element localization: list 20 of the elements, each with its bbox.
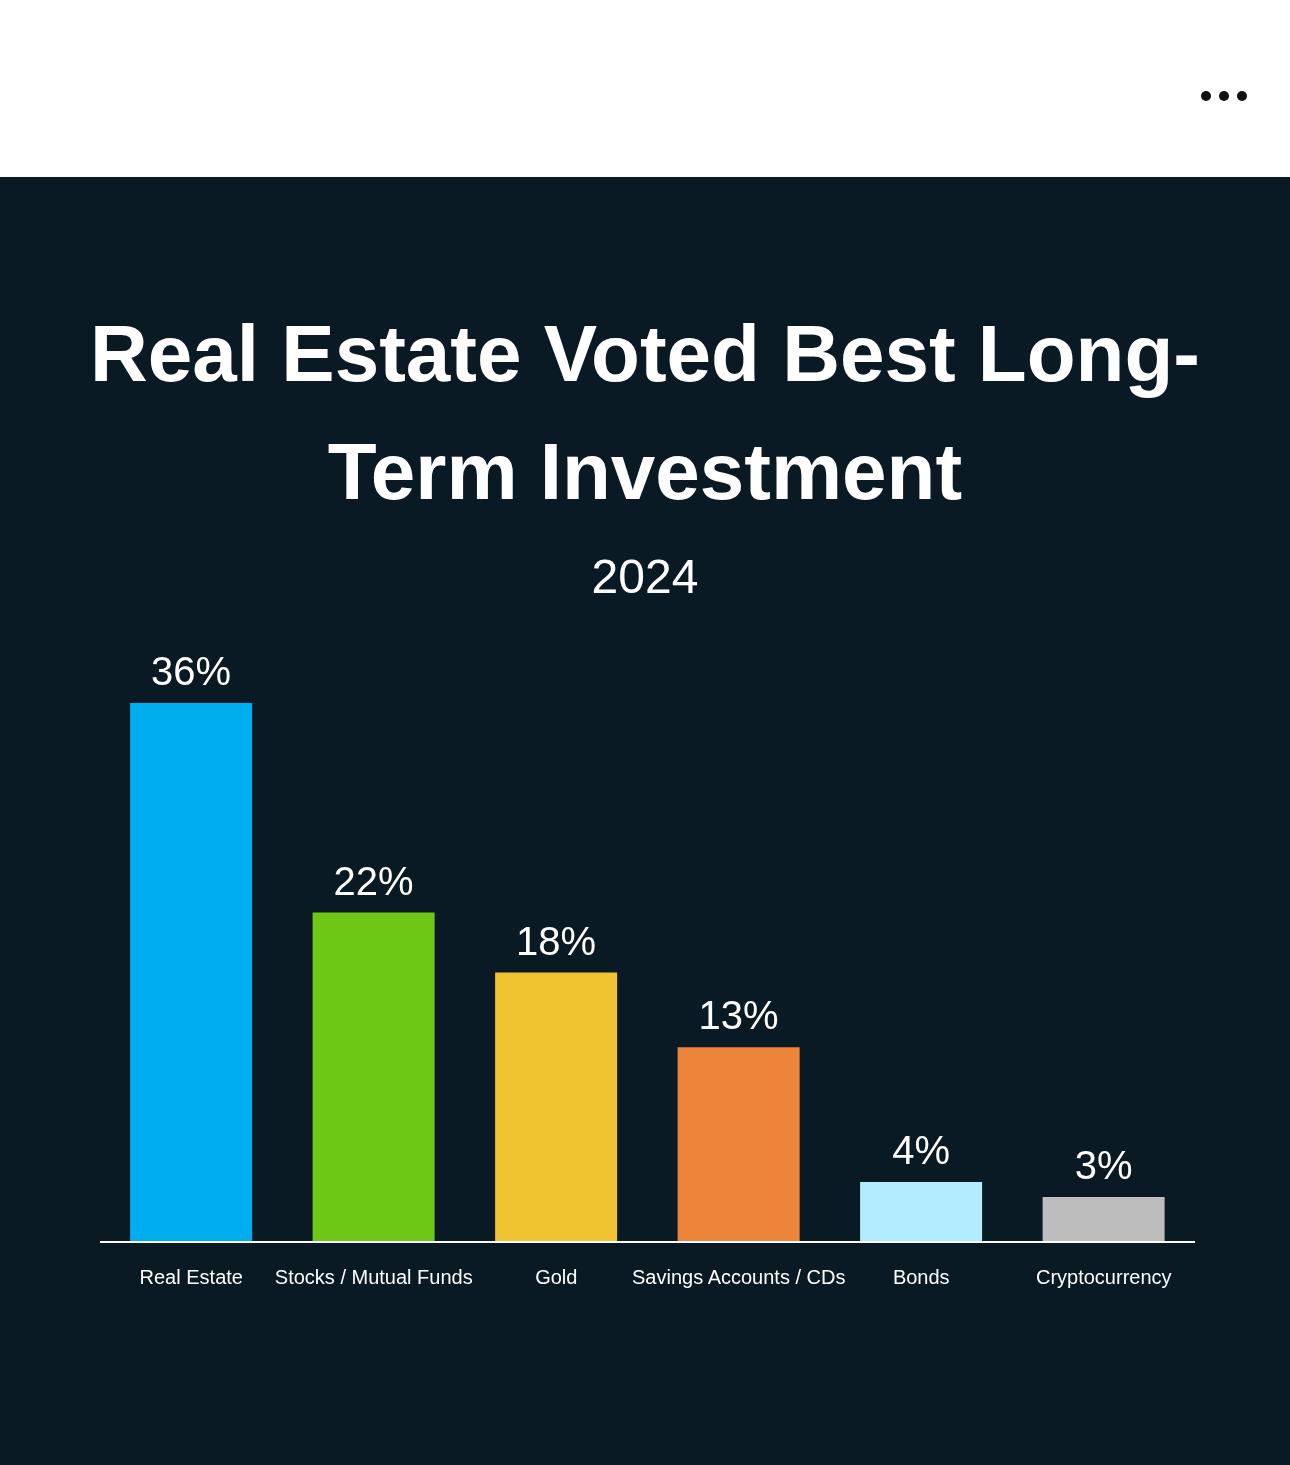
data-label: 18%: [516, 918, 597, 963]
bar: [1042, 1197, 1165, 1242]
bar: [495, 972, 618, 1242]
x-tick-label: Bonds: [892, 1266, 950, 1289]
bar: [677, 1047, 800, 1242]
data-label: 4%: [892, 1128, 951, 1173]
bar: [312, 912, 435, 1242]
x-tick-label: Stocks / Mutual Funds: [274, 1266, 473, 1289]
data-label: 22%: [333, 858, 414, 903]
x-tick-label: Gold: [535, 1266, 578, 1289]
x-tick-label: Cryptocurrency: [1035, 1266, 1172, 1289]
chart-subtitle: 2024: [590, 549, 700, 604]
chart-title: Real Estate Voted Best Long-Term Investment: [89, 308, 1201, 518]
data-label: 3%: [1074, 1143, 1133, 1188]
data-label: 13%: [698, 993, 779, 1038]
x-tick-label: Savings Accounts / CDs: [632, 1266, 846, 1289]
data-label: 36%: [151, 649, 232, 693]
bar: [860, 1182, 983, 1242]
x-tick-label: Real Estate: [139, 1266, 243, 1289]
bar: [130, 703, 253, 1242]
